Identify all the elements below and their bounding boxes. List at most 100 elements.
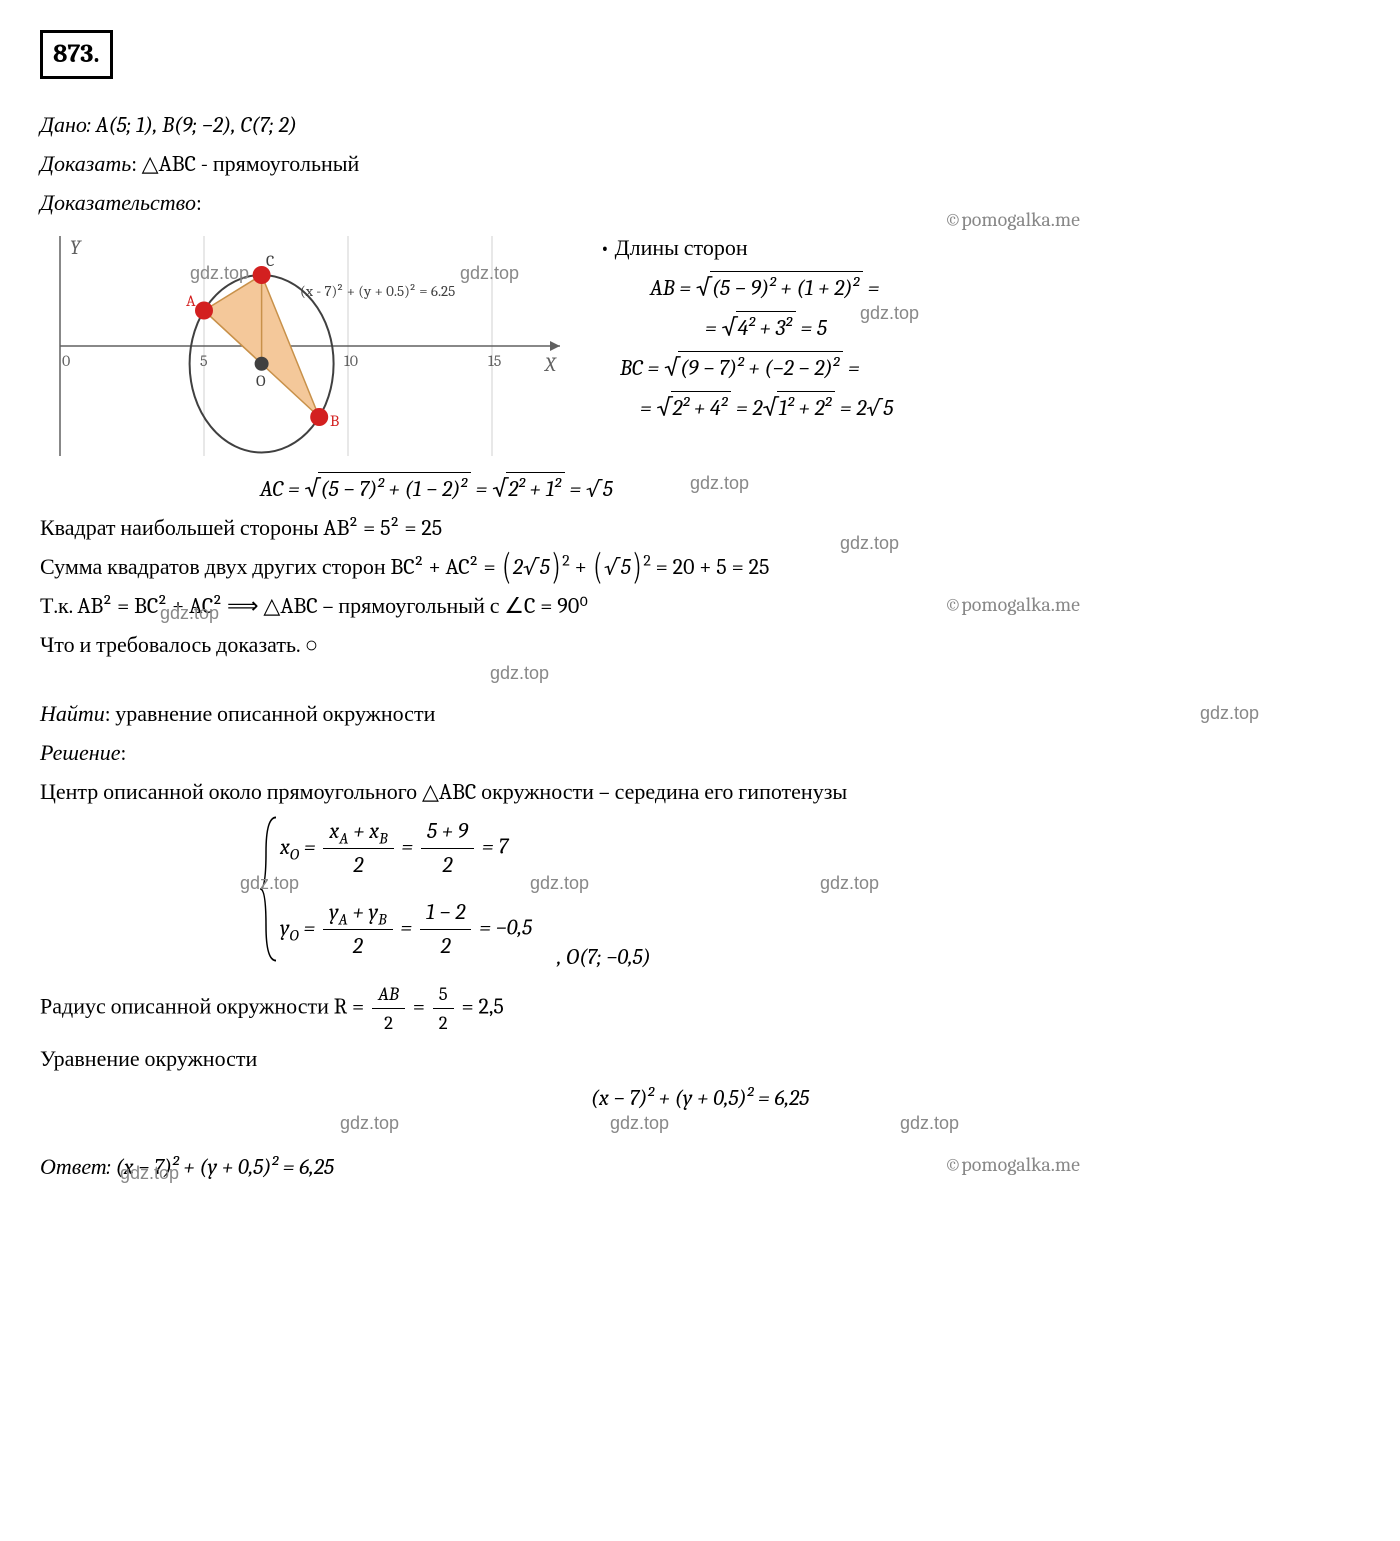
bc-result: = 2√5 bbox=[840, 395, 893, 421]
center-point: , O(7; −0,5) bbox=[557, 944, 651, 970]
summa-line: Сумма квадратов двух других сторон BC² +… bbox=[40, 551, 1360, 584]
find-label: Найти bbox=[40, 701, 105, 727]
watermark-gdz: gdz.top bbox=[820, 870, 879, 897]
tick-0: 0 bbox=[62, 352, 70, 370]
ac-res: = √5 bbox=[570, 476, 613, 502]
watermark-gdz: gdz.top bbox=[530, 870, 589, 897]
ac-sqrt1: (5 − 7)² + (1 − 2)² bbox=[318, 472, 470, 506]
watermark-gdz: gdz.top bbox=[490, 660, 549, 687]
chart-equation: (x - 7)² + (y + 0.5)² = 6.25 bbox=[300, 282, 455, 300]
proof-label: Доказательство bbox=[40, 190, 196, 216]
r-d1: 2 bbox=[372, 1009, 405, 1037]
bc-mid: = 2 bbox=[736, 395, 763, 421]
watermark-gdz: gdz.top bbox=[1200, 700, 1259, 727]
center-text: Центр описанной около прямоугольного △AB… bbox=[40, 776, 1360, 809]
yo-res: = −0,5 bbox=[479, 915, 532, 941]
tick-15: 15 bbox=[488, 352, 502, 370]
r-n1: AB bbox=[372, 980, 405, 1009]
r-n2: 5 bbox=[433, 980, 454, 1009]
answer-line: Ответ: (x − 7)² + (y + 0,5)² = 6,25 bbox=[40, 1151, 1360, 1184]
tk-line: Т.к. AB² = BC² + AC² ⟹ △ABC – прямоуголь… bbox=[40, 590, 1360, 623]
find-line: Найти: уравнение описанной окружности bbox=[40, 698, 1360, 731]
kvadrat-text: Квадрат наибольшей стороны AB² = 5² = 25 bbox=[40, 515, 442, 541]
radius-line: Радиус описанной окружности R = AB2 = 52… bbox=[40, 980, 1360, 1037]
bc-eq: BC = bbox=[620, 355, 659, 381]
watermark-pomogalka: ©pomogalka.me bbox=[944, 205, 1080, 235]
circle-eq: (x − 7)² + (y + 0,5)² = 6,25 bbox=[40, 1082, 1360, 1115]
qed-line: Что и требовалось доказать. ○ bbox=[40, 629, 1360, 662]
watermark-gdz: gdz.top bbox=[610, 1110, 669, 1137]
watermark-gdz: gdz.top bbox=[900, 1110, 959, 1137]
watermark-gdz: gdz.top bbox=[120, 1160, 179, 1187]
r-d2: 2 bbox=[433, 1009, 454, 1037]
yo-n2: 1 − 2 bbox=[420, 896, 471, 930]
document-root: 873. Дано: A(5; 1), B(9; −2), C(7; 2) До… bbox=[40, 30, 1360, 1184]
watermark-gdz: gdz.top bbox=[240, 870, 299, 897]
tick-5: 5 bbox=[200, 352, 208, 370]
yo-d2: 2 bbox=[420, 930, 471, 963]
xo-n2: 5 + 9 bbox=[421, 815, 474, 849]
summa-p1: 2√5 bbox=[513, 554, 550, 580]
x-axis-label: X bbox=[543, 353, 557, 376]
find-content: : уравнение описанной окружности bbox=[105, 701, 436, 727]
ab-result: = 5 bbox=[801, 315, 828, 341]
watermark-gdz: gdz.top bbox=[840, 530, 899, 557]
summa-p2: √5 bbox=[604, 554, 631, 580]
ac-line: AC = (5 − 7)² + (1 − 2)² = 2² + 1² = √5 bbox=[260, 472, 1360, 506]
bc-sqrt2: 2² + 4² bbox=[671, 391, 732, 425]
watermark-pomogalka: ©pomogalka.me bbox=[944, 1150, 1080, 1180]
answer-label: Ответ bbox=[40, 1154, 107, 1180]
yo-d1: 2 bbox=[323, 930, 393, 963]
side-lengths-block: Длины сторон AB = (5 − 9)² + (1 + 2)² = … bbox=[600, 226, 1360, 431]
radius-pre: Радиус описанной окружности R = bbox=[40, 994, 369, 1020]
watermark-gdz: gdz.top bbox=[160, 600, 219, 627]
point-c-label: C bbox=[266, 252, 274, 270]
ab-sqrt2: 4² + 3² bbox=[736, 311, 796, 345]
problem-number: 873. bbox=[40, 30, 113, 79]
bc-sqrt1: (9 − 7)² + (−2 − 2)² bbox=[678, 351, 843, 385]
tick-10: 10 bbox=[344, 352, 358, 370]
summa-plus: + bbox=[570, 554, 592, 580]
watermark-gdz: gdz.top bbox=[860, 300, 919, 327]
ab-eq: AB = bbox=[650, 275, 691, 301]
solution-label: Решение bbox=[40, 740, 120, 766]
y-axis-label: Y bbox=[70, 236, 82, 259]
given-line: Дано: A(5; 1), B(9; −2), C(7; 2) bbox=[40, 109, 1360, 142]
watermark-gdz: gdz.top bbox=[690, 470, 749, 497]
point-b-label: B bbox=[330, 412, 339, 430]
yo-row: yO = yA + yB2 = 1 − 22 = −0,5 bbox=[280, 896, 532, 963]
radius-post: = 2,5 bbox=[457, 994, 504, 1020]
prove-line: Доказать: △ABC - прямоугольный bbox=[40, 148, 1360, 181]
ab-eq2: = bbox=[868, 275, 880, 301]
xo-d2: 2 bbox=[421, 849, 474, 882]
point-a-label: A bbox=[186, 292, 196, 310]
watermark-pomogalka: ©pomogalka.me bbox=[944, 590, 1080, 620]
bc-eq2: = bbox=[848, 355, 860, 381]
prove-label: Доказать bbox=[40, 151, 131, 177]
ab-sqrt1: (5 − 9)² + (1 + 2)² bbox=[710, 271, 863, 305]
kvadrat-line: Квадрат наибольшей стороны AB² = 5² = 25 bbox=[40, 512, 1360, 545]
ac-eq: AC = bbox=[260, 476, 300, 502]
xo-res: = 7 bbox=[482, 834, 508, 860]
ab-line2: = 4² + 3² = 5 bbox=[705, 311, 1360, 345]
system-block: xO = xA + xB2 = 5 + 92 = 7 yO = yA + yB2… bbox=[260, 815, 1360, 974]
prove-content: : △ABC - прямоугольный bbox=[131, 151, 359, 177]
ac-mid: = bbox=[476, 476, 488, 502]
xo-d1: 2 bbox=[323, 849, 393, 882]
xo-row: xO = xA + xB2 = 5 + 92 = 7 bbox=[280, 815, 532, 882]
eq-label: Уравнение окружности bbox=[40, 1043, 1360, 1076]
bc-line: BC = (9 − 7)² + (−2 − 2)² = bbox=[620, 351, 1360, 385]
sides-title: Длины сторон bbox=[600, 232, 1360, 265]
bc-line2: = 2² + 4² = 21² + 2² = 2√5 bbox=[640, 391, 1360, 425]
summa-pre: Сумма квадратов двух других сторон BC² +… bbox=[40, 554, 501, 580]
center-label: O bbox=[256, 372, 266, 390]
ac-sqrt2: 2² + 1² bbox=[506, 472, 564, 506]
summa-post: = 20 + 5 = 25 bbox=[651, 554, 770, 580]
solution-label-line: Решение: bbox=[40, 737, 1360, 770]
given-label: Дано bbox=[40, 112, 87, 138]
watermark-gdz: gdz.top bbox=[340, 1110, 399, 1137]
watermark-gdz: gdz.top bbox=[190, 260, 249, 287]
bc-sqrt3: 1² + 2² bbox=[777, 391, 835, 425]
watermark-gdz: gdz.top bbox=[460, 260, 519, 287]
given-content: : A(5; 1), B(9; −2), C(7; 2) bbox=[87, 112, 297, 138]
